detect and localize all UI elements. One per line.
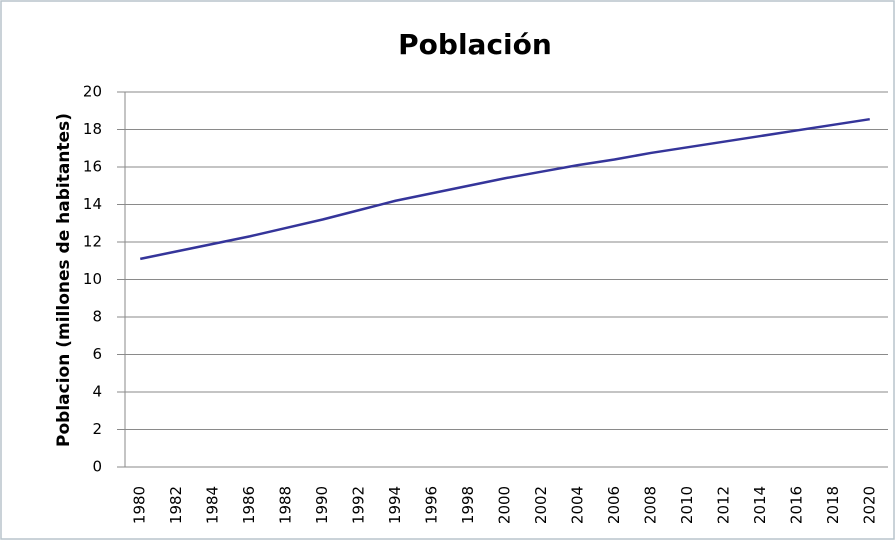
x-tick-label: 2012 [714,486,732,524]
x-tick-label: 1994 [386,486,404,524]
x-tick-label: 1980 [131,486,149,524]
x-tick-label: 1984 [204,486,222,524]
x-tick-label: 2014 [751,486,769,524]
x-tick-label: 2004 [568,486,586,524]
x-tick-label: 1986 [240,486,258,524]
y-tick-label: 4 [92,383,102,401]
chart-title: Población [398,28,552,61]
y-axis-label: Poblacion (millones de habitantes) [54,113,74,447]
x-tick-label: 2018 [824,486,842,524]
y-tick-label: 10 [83,270,102,288]
y-tick-label: 8 [92,308,102,326]
y-tick-label: 14 [83,195,102,213]
x-tick-label: 1982 [167,486,185,524]
x-tick-label: 2010 [678,486,696,524]
x-tick-label: 1990 [313,486,331,524]
data-line [139,117,870,261]
y-tick-label: 6 [92,345,102,363]
x-tick-label: 1998 [459,486,477,524]
y-tick-label: 12 [83,233,102,251]
x-tick-label: 2002 [532,486,550,524]
x-tick-label: 2020 [860,486,878,524]
y-tick-label: 18 [83,120,102,138]
y-tick-label: 2 [92,420,102,438]
x-tick-label: 1988 [277,486,295,524]
x-tick-label: 1992 [350,486,368,524]
x-tick-label: 2016 [787,486,805,524]
y-tick-label: 0 [92,458,102,476]
x-tick-label: 2008 [641,486,659,524]
y-tick-label: 20 [83,83,102,101]
x-tick-label: 2006 [605,486,623,524]
y-tick-label: 16 [83,158,102,176]
x-tick-label: 1996 [423,486,441,524]
x-tick-label: 2000 [496,486,514,524]
